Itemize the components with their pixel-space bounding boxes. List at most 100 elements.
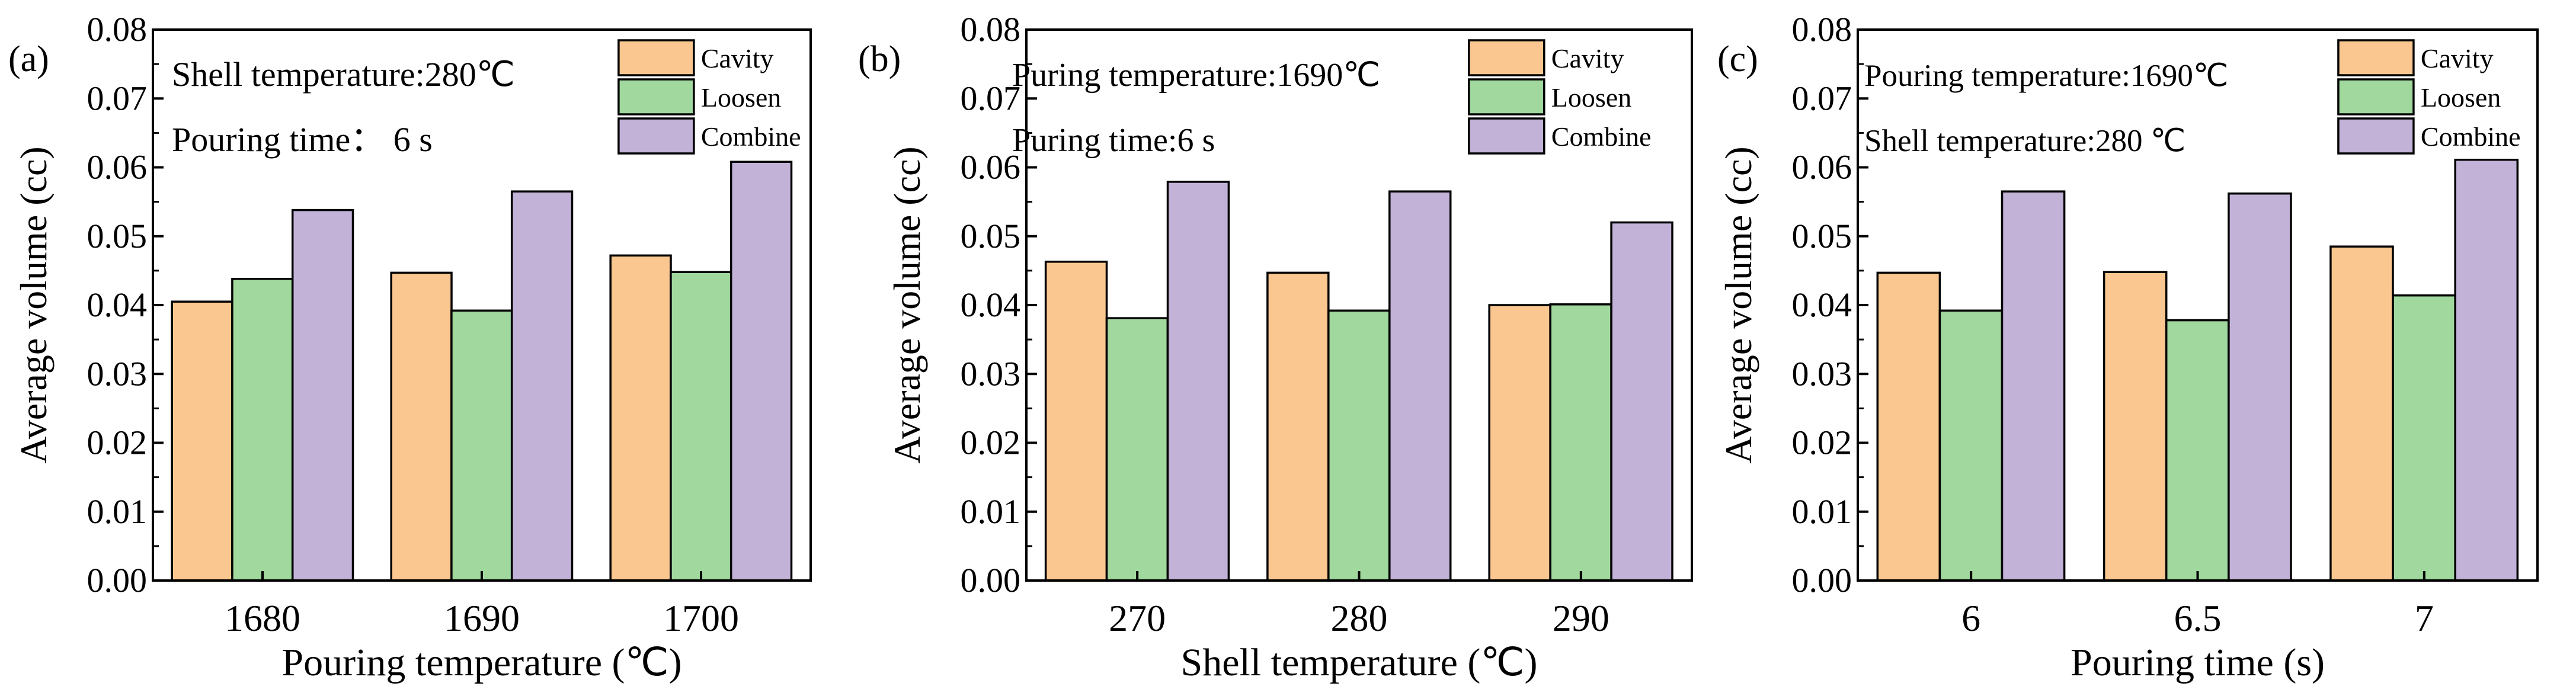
x-tick-label: 270 [1109, 597, 1166, 639]
y-tick-label: 0.03 [1792, 354, 1852, 393]
y-tick-label: 0.07 [1792, 79, 1852, 117]
y-tick-label: 0.00 [1792, 561, 1852, 599]
y-tick-label: 0.01 [1792, 492, 1852, 531]
bar-loosen-1690 [450, 309, 513, 582]
bar-combine-6.5 [2228, 192, 2292, 582]
legend-swatch-loosen [1468, 78, 1545, 116]
bar-combine-1680 [291, 209, 354, 582]
bar-cavity-290 [1488, 304, 1551, 582]
bar-loosen-6.5 [2165, 319, 2230, 582]
annotation-text: Shell temperature:280 ℃ [1864, 124, 2185, 158]
y-tick-label: 0.07 [87, 79, 148, 117]
bar-combine-7 [2454, 158, 2519, 582]
bar-loosen-6 [1938, 309, 2004, 582]
x-tick-label: 7 [2415, 597, 2434, 639]
y-tick-label: 0.00 [961, 561, 1021, 599]
bar-combine-270 [1166, 181, 1230, 582]
bar-combine-280 [1388, 190, 1452, 582]
bar-combine-290 [1610, 221, 1673, 582]
bar-cavity-1700 [609, 254, 672, 582]
panel-label: (b) [858, 39, 901, 79]
legend-swatch-combine [1468, 117, 1545, 155]
legend-label: Combine [2421, 121, 2521, 152]
y-tick-label: 0.06 [1792, 148, 1852, 187]
bar-combine-1700 [729, 161, 793, 582]
annotation-text: Puring temperature:1690℃ [1012, 57, 1380, 94]
y-axis-title: Average volume (cc) [886, 146, 928, 463]
legend-swatch-loosen [617, 78, 695, 116]
panel-label: (c) [1717, 39, 1758, 79]
legend-swatch-combine [2337, 117, 2415, 155]
bar-combine-1690 [510, 190, 574, 582]
legend-label: Cavity [701, 43, 774, 73]
y-tick-label: 0.01 [87, 492, 148, 531]
bar-combine-6 [2001, 190, 2066, 582]
y-tick-label: 0.04 [1792, 286, 1852, 324]
y-tick-label: 0.06 [87, 148, 148, 187]
x-tick-label: 1700 [663, 597, 739, 639]
y-tick-label: 0.00 [87, 561, 148, 599]
x-tick-label: 1680 [225, 597, 300, 639]
y-tick-label: 0.02 [961, 424, 1021, 462]
bar-cavity-6.5 [2103, 271, 2168, 582]
y-tick-label: 0.07 [961, 79, 1021, 117]
chart-panel-3: 0.00 0.01 0.02 0.03 0.04 0.05 0.06 0.07 0.08 6 6.5… [1717, 10, 2539, 684]
bar-cavity-280 [1266, 271, 1330, 582]
legend-label: Cavity [2421, 43, 2494, 73]
x-axis-title: Pouring time (s) [2071, 641, 2325, 684]
bar-cavity-1690 [390, 271, 453, 582]
x-tick-label: 1690 [444, 597, 520, 639]
y-tick-label: 0.08 [1792, 10, 1852, 49]
y-axis-title: Average volume (cc) [1717, 146, 1759, 463]
y-tick-label: 0.04 [961, 286, 1021, 324]
y-tick-label: 0.05 [1792, 217, 1852, 255]
legend-swatch-cavity [2337, 39, 2415, 76]
bar-cavity-7 [2329, 245, 2394, 582]
y-tick-label: 0.03 [87, 354, 148, 393]
bar-loosen-280 [1327, 309, 1391, 582]
legend-swatch-combine [617, 117, 695, 155]
x-tick-label: 280 [1331, 597, 1388, 639]
bar-loosen-1700 [670, 271, 732, 582]
chart-panel-1: 0.00 0.01 0.02 0.03 0.04 0.05 0.06 0.07 0.08 1680… [8, 10, 812, 684]
legend-label: Combine [701, 121, 801, 152]
x-axis-title: Shell temperature (℃) [1181, 641, 1538, 684]
legend-swatch-cavity [617, 39, 695, 76]
y-tick-label: 0.04 [87, 286, 148, 324]
annotation-text: Pouring temperature:1690℃ [1864, 59, 2228, 93]
bar-cavity-270 [1044, 261, 1108, 582]
legend-swatch-cavity [1468, 39, 1545, 76]
x-tick-label: 6.5 [2174, 597, 2222, 639]
y-tick-label: 0.08 [961, 10, 1021, 49]
legend-swatch-loosen [2337, 78, 2415, 116]
legend-label: Cavity [1551, 43, 1624, 73]
y-tick-label: 0.05 [961, 217, 1021, 255]
annotation-text: Shell temperature:280℃ [172, 55, 515, 94]
annotation-text: Pouring time： 6 s [172, 120, 433, 159]
bar-loosen-270 [1105, 317, 1169, 582]
legend-label: Loosen [701, 82, 781, 113]
y-axis-title: Average volume (cc) [12, 146, 55, 463]
bar-cavity-1680 [171, 300, 233, 582]
bar-loosen-1680 [231, 278, 294, 582]
y-tick-label: 0.06 [961, 148, 1021, 187]
legend-label: Loosen [1551, 82, 1631, 113]
bar-loosen-290 [1549, 303, 1612, 582]
panel-label: (a) [8, 39, 49, 79]
annotation-text: Puring time:6 s [1012, 122, 1215, 159]
y-tick-label: 0.02 [87, 424, 148, 462]
legend-label: Loosen [2421, 82, 2501, 113]
y-tick-label: 0.05 [87, 217, 148, 255]
y-tick-label: 0.03 [961, 354, 1021, 393]
y-tick-label: 0.02 [1792, 424, 1852, 462]
x-axis-title: Pouring temperature (℃) [281, 641, 681, 684]
x-tick-label: 290 [1553, 597, 1609, 639]
legend-label: Combine [1551, 121, 1652, 152]
x-tick-label: 6 [1961, 597, 1980, 639]
bar-loosen-7 [2392, 294, 2456, 582]
chart-panel-2: 0.00 0.01 0.02 0.03 0.04 0.05 0.06 0.07 0.08 270 2… [858, 10, 1693, 684]
bar-cavity-6 [1876, 271, 1941, 582]
y-tick-label: 0.08 [87, 10, 148, 49]
y-tick-label: 0.01 [961, 492, 1021, 531]
